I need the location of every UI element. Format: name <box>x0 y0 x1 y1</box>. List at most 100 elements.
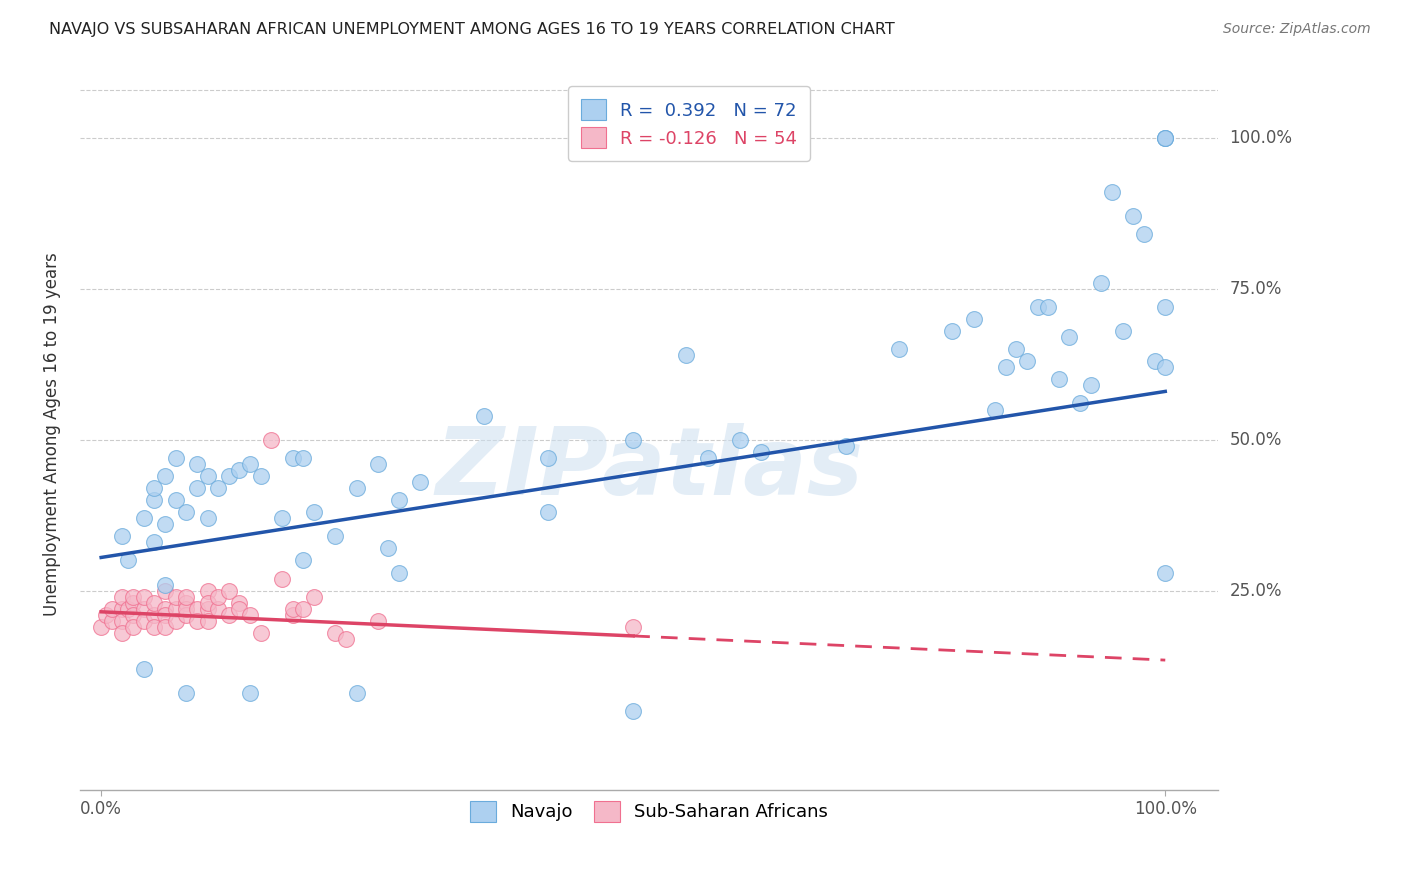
Text: 75.0%: 75.0% <box>1230 280 1282 298</box>
Point <box>218 583 240 598</box>
Point <box>1112 324 1135 338</box>
Point <box>132 601 155 615</box>
Point <box>218 469 240 483</box>
Point <box>174 686 197 700</box>
Point <box>197 511 219 525</box>
Point <box>889 342 911 356</box>
Point <box>111 626 134 640</box>
Point <box>122 596 145 610</box>
Point <box>941 324 963 338</box>
Point <box>302 505 325 519</box>
Point <box>117 601 139 615</box>
Point <box>228 596 250 610</box>
Text: 50.0%: 50.0% <box>1230 431 1282 449</box>
Point <box>1059 330 1081 344</box>
Text: Source: ZipAtlas.com: Source: ZipAtlas.com <box>1223 22 1371 37</box>
Point <box>675 348 697 362</box>
Point <box>165 614 187 628</box>
Point <box>186 601 208 615</box>
Point <box>111 614 134 628</box>
Point <box>963 312 986 326</box>
Point <box>153 601 176 615</box>
Point <box>153 577 176 591</box>
Point <box>472 409 495 423</box>
Point <box>994 360 1017 375</box>
Point <box>132 590 155 604</box>
Point <box>1143 354 1166 368</box>
Point <box>186 457 208 471</box>
Point <box>197 601 219 615</box>
Point <box>197 596 219 610</box>
Point <box>302 590 325 604</box>
Point <box>239 457 262 471</box>
Point <box>153 469 176 483</box>
Point <box>696 450 718 465</box>
Text: NAVAJO VS SUBSAHARAN AFRICAN UNEMPLOYMENT AMONG AGES 16 TO 19 YEARS CORRELATION : NAVAJO VS SUBSAHARAN AFRICAN UNEMPLOYMEN… <box>49 22 896 37</box>
Point <box>218 607 240 622</box>
Point <box>271 511 294 525</box>
Point <box>537 505 560 519</box>
Point <box>239 607 262 622</box>
Point <box>165 590 187 604</box>
Point <box>749 444 772 458</box>
Point <box>197 614 219 628</box>
Point <box>186 614 208 628</box>
Text: ZIPatlas: ZIPatlas <box>434 424 863 516</box>
Point <box>132 662 155 676</box>
Point <box>537 450 560 465</box>
Point <box>367 614 389 628</box>
Point <box>197 469 219 483</box>
Point <box>132 614 155 628</box>
Point <box>165 450 187 465</box>
Point <box>281 450 304 465</box>
Point <box>111 529 134 543</box>
Point <box>1038 300 1060 314</box>
Point <box>153 517 176 532</box>
Point <box>122 590 145 604</box>
Point <box>153 607 176 622</box>
Point <box>1154 131 1177 145</box>
Point <box>117 553 139 567</box>
Point <box>153 620 176 634</box>
Text: 100.0%: 100.0% <box>1230 128 1292 147</box>
Point <box>388 493 411 508</box>
Point <box>207 601 229 615</box>
Point <box>346 481 368 495</box>
Point <box>174 596 197 610</box>
Point <box>122 607 145 622</box>
Point <box>165 493 187 508</box>
Point <box>1080 378 1102 392</box>
Point <box>174 505 197 519</box>
Point <box>165 601 187 615</box>
Point <box>143 620 166 634</box>
Point <box>728 433 751 447</box>
Point <box>111 601 134 615</box>
Point <box>292 601 315 615</box>
Point <box>1154 360 1177 375</box>
Point <box>174 590 197 604</box>
Point <box>207 590 229 604</box>
Point <box>260 433 283 447</box>
Point <box>239 686 262 700</box>
Point <box>621 620 644 634</box>
Point <box>984 402 1007 417</box>
Y-axis label: Unemployment Among Ages 16 to 19 years: Unemployment Among Ages 16 to 19 years <box>44 252 60 615</box>
Point <box>1154 131 1177 145</box>
Point <box>1005 342 1028 356</box>
Point <box>111 590 134 604</box>
Point <box>1154 300 1177 314</box>
Point <box>228 601 250 615</box>
Point <box>174 607 197 622</box>
Point <box>1133 227 1156 242</box>
Point <box>346 686 368 700</box>
Point <box>197 583 219 598</box>
Text: 25.0%: 25.0% <box>1230 582 1282 599</box>
Point <box>323 529 346 543</box>
Point <box>1069 396 1091 410</box>
Point <box>281 607 304 622</box>
Point <box>249 469 271 483</box>
Point <box>1154 131 1177 145</box>
Point <box>143 535 166 549</box>
Point <box>1122 210 1144 224</box>
Point <box>228 463 250 477</box>
